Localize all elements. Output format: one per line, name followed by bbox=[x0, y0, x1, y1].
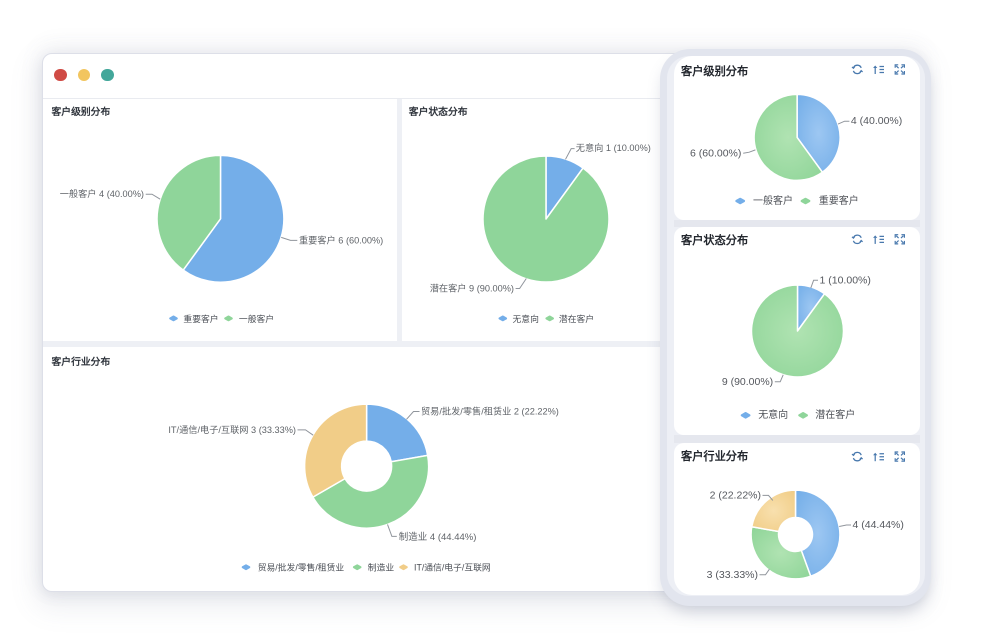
svg-text:制造业 4 (44.44%): 制造业 4 (44.44%) bbox=[399, 531, 477, 543]
svg-text:重要客户 6 (60.00%): 重要客户 6 (60.00%) bbox=[299, 234, 383, 245]
svg-text:贸易/批发/零售/租赁业: 贸易/批发/零售/租赁业 bbox=[258, 562, 345, 573]
svg-text:无意向 1 (10.00%): 无意向 1 (10.00%) bbox=[576, 142, 651, 153]
svg-text:潜在客户: 潜在客户 bbox=[559, 313, 594, 324]
svg-text:重要客户: 重要客户 bbox=[183, 313, 218, 324]
svg-text:2 (22.22%): 2 (22.22%) bbox=[710, 489, 761, 501]
svg-text:贸易/批发/零售/租赁业 2 (22.22%): 贸易/批发/零售/租赁业 2 (22.22%) bbox=[421, 405, 559, 416]
svg-text:一般客户: 一般客户 bbox=[239, 313, 274, 324]
svg-text:3 (33.33%): 3 (33.33%) bbox=[707, 569, 758, 581]
svg-text:9 (90.00%): 9 (90.00%) bbox=[722, 376, 773, 388]
svg-text:IT/通信/电子/互联网 3 (33.33%): IT/通信/电子/互联网 3 (33.33%) bbox=[168, 424, 296, 435]
svg-text:1 (10.00%): 1 (10.00%) bbox=[820, 275, 871, 287]
svg-text:无意向: 无意向 bbox=[513, 313, 539, 324]
svg-text:4 (40.00%): 4 (40.00%) bbox=[851, 115, 902, 127]
svg-text:无意向: 无意向 bbox=[758, 408, 788, 421]
svg-text:6 (60.00%): 6 (60.00%) bbox=[690, 147, 741, 159]
svg-text:制造业: 制造业 bbox=[368, 562, 395, 573]
svg-text:潜在客户: 潜在客户 bbox=[815, 408, 855, 421]
svg-text:重要客户: 重要客户 bbox=[819, 194, 859, 207]
svg-text:4 (44.44%): 4 (44.44%) bbox=[853, 519, 904, 531]
svg-text:一般客户 4 (40.00%): 一般客户 4 (40.00%) bbox=[60, 188, 144, 199]
svg-text:一般客户: 一般客户 bbox=[753, 194, 793, 207]
svg-text:潜在客户 9 (90.00%): 潜在客户 9 (90.00%) bbox=[430, 282, 514, 293]
svg-text:IT/通信/电子/互联网: IT/通信/电子/互联网 bbox=[414, 562, 491, 573]
